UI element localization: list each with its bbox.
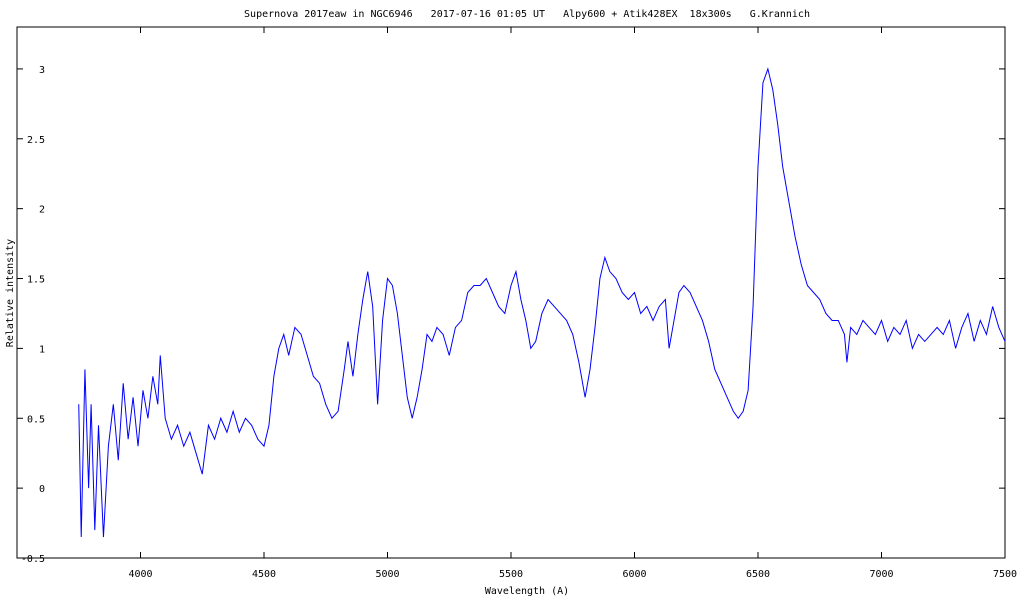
x-tick-label: 6000 <box>622 569 646 580</box>
x-tick-label: 7000 <box>869 569 893 580</box>
y-tick-label: -0.5 <box>21 554 45 565</box>
x-tick-label: 4000 <box>128 569 152 580</box>
y-tick-label: 2.5 <box>27 135 45 146</box>
x-tick-label: 4500 <box>252 569 276 580</box>
plot-border <box>16 26 1006 559</box>
x-tick-label: 7500 <box>993 569 1017 580</box>
y-tick-label: 2 <box>39 205 45 216</box>
x-tick-label: 6500 <box>746 569 770 580</box>
y-tick-label: 0.5 <box>27 414 45 425</box>
y-tick-label: 3 <box>39 65 45 76</box>
x-tick-label: 5000 <box>375 569 399 580</box>
y-tick-label: 1.5 <box>27 275 45 286</box>
x-tick-label: 5500 <box>499 569 523 580</box>
x-axis-label: Wavelength (A) <box>485 586 569 597</box>
chart-title: Supernova 2017eaw in NGC6946 2017-07-16 … <box>244 9 810 20</box>
y-tick-label: 0 <box>39 484 45 495</box>
y-axis-label: Relative intensity <box>5 239 16 347</box>
y-tick-label: 1 <box>39 344 45 355</box>
spectrum-line <box>78 67 1006 538</box>
